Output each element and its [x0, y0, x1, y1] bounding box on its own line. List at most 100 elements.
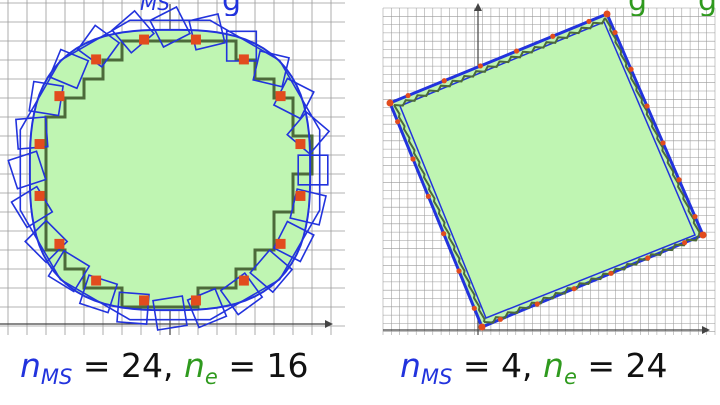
edge-point — [692, 213, 698, 220]
edge-point — [54, 91, 65, 102]
edge-point — [645, 255, 651, 261]
minimal-square — [15, 116, 49, 150]
minimal-square — [249, 249, 294, 294]
edge-point — [441, 78, 447, 84]
minimal-square — [7, 150, 47, 190]
corner-point — [478, 323, 486, 331]
staircase-edge — [393, 104, 486, 323]
y-axis-arrow — [474, 3, 482, 11]
minimal-square — [225, 30, 258, 62]
edge-point — [586, 18, 592, 25]
edge-point — [275, 91, 286, 102]
region-fill — [388, 12, 705, 329]
edge-point — [534, 301, 540, 307]
left-panel — [0, 0, 345, 335]
edge-point — [34, 190, 45, 201]
minimal-square — [76, 24, 121, 69]
minimal-square — [47, 249, 91, 293]
minimal-square — [48, 48, 90, 90]
edge-point — [295, 139, 306, 150]
header-fragment-green-g-end: g — [698, 0, 720, 16]
edge-point — [477, 63, 484, 69]
header-blue-subscript: MS — [140, 0, 170, 15]
edge-point — [238, 275, 249, 286]
edge-point — [471, 305, 477, 311]
region-boundary — [28, 28, 312, 312]
edge-point — [139, 295, 150, 306]
edge-point — [91, 54, 102, 65]
caption-e-value: = 16 — [228, 346, 309, 385]
edge-point — [456, 268, 462, 274]
corner-point — [603, 10, 611, 18]
corner-point — [699, 231, 707, 239]
edge-point — [425, 193, 431, 199]
edge-point — [513, 48, 520, 54]
caption-e-subscript: e — [204, 365, 218, 389]
header-green-word: g — [628, 0, 647, 16]
staircase-edge — [604, 17, 701, 236]
edge-point — [681, 240, 688, 246]
minimal-square — [289, 188, 327, 226]
edge-point — [644, 103, 650, 109]
edge-point — [190, 295, 201, 306]
edge-point — [676, 177, 682, 183]
region-inner-boundary — [399, 21, 696, 319]
edge-point — [54, 238, 65, 249]
edge-point — [550, 33, 556, 39]
caption-n-ms: n — [20, 346, 41, 385]
right-panel — [382, 3, 716, 335]
caption-ms-value: = 24, — [82, 346, 174, 385]
minimal-square — [24, 219, 69, 264]
edge-point — [608, 270, 614, 276]
edge-point — [395, 119, 401, 125]
minimal-square — [219, 271, 264, 316]
minimal-square — [148, 5, 192, 49]
edge-point — [628, 66, 634, 72]
header-fragment-green-g: g — [628, 0, 652, 16]
edge-point — [295, 190, 306, 201]
minimal-square — [116, 291, 150, 325]
minimal-square — [28, 80, 65, 117]
header-fragment-ms: MS — [140, 0, 200, 16]
edge-point — [571, 286, 577, 292]
header-green-word-end: g — [698, 0, 717, 16]
header-fragment-blue-g: g — [222, 0, 246, 16]
minimal-square — [297, 154, 329, 186]
edge-point — [91, 275, 102, 286]
edge-points — [386, 10, 707, 331]
staircase-boundary — [393, 17, 701, 324]
edge-point — [660, 140, 666, 146]
right-caption: nMS = 4, ne = 24 — [400, 338, 720, 394]
edge-points — [34, 34, 306, 306]
caption-ms-subscript: MS — [40, 365, 73, 389]
x-axis-arrow — [325, 320, 333, 328]
header-blue-word: g — [222, 0, 241, 16]
caption-n-e: n — [543, 346, 564, 385]
edge-point — [441, 231, 447, 237]
staircase-edge — [393, 17, 606, 107]
minimal-square — [10, 185, 54, 229]
caption-n-e: n — [184, 346, 205, 385]
region-fill — [29, 29, 311, 311]
edge-point — [238, 54, 249, 65]
minimal-square — [272, 220, 315, 263]
edge-point — [405, 92, 411, 99]
edge-point — [34, 139, 45, 150]
minimal-square — [78, 274, 119, 314]
edge-point — [612, 29, 618, 36]
edge-point — [410, 156, 416, 162]
minimal-square — [110, 9, 156, 54]
caption-n-ms: n — [400, 346, 421, 385]
x-axis-arrow — [702, 326, 710, 334]
edge-point — [139, 34, 150, 45]
caption-e-subscript: e — [563, 365, 577, 389]
caption-ms-subscript: MS — [420, 365, 453, 389]
edge-point — [190, 34, 201, 45]
left-caption: nMS = 24, ne = 16 — [20, 338, 350, 394]
edge-point — [497, 316, 504, 322]
edge-point — [275, 238, 286, 249]
caption-e-value: = 24 — [587, 346, 668, 385]
corner-point — [386, 99, 394, 107]
staircase-edge — [483, 234, 700, 324]
